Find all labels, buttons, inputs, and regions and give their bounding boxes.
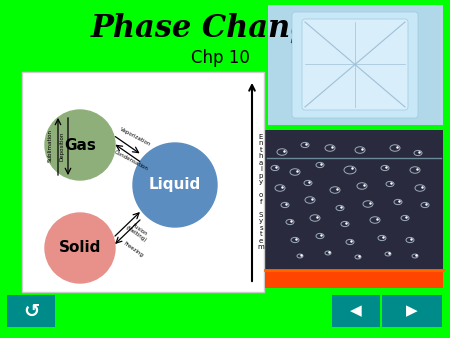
FancyBboxPatch shape [22,72,264,292]
Text: ↺: ↺ [23,301,39,320]
Text: ▶: ▶ [406,304,418,318]
FancyBboxPatch shape [292,12,418,118]
Text: Vaporization: Vaporization [119,127,152,147]
Circle shape [133,143,217,227]
Text: ◀: ◀ [350,304,362,318]
Circle shape [45,110,115,180]
FancyBboxPatch shape [382,295,442,327]
Text: Fusion
(Melting): Fusion (Melting) [124,221,151,243]
FancyBboxPatch shape [265,270,443,288]
Text: Deposition: Deposition [59,131,64,161]
Text: Gas: Gas [64,138,96,152]
FancyBboxPatch shape [7,295,55,327]
Text: Solid: Solid [59,241,101,256]
FancyBboxPatch shape [268,5,443,125]
Text: Sublimation: Sublimation [48,129,53,163]
Text: Freezing: Freezing [123,241,144,259]
Text: Phase Changes: Phase Changes [91,13,349,44]
FancyBboxPatch shape [302,19,408,110]
Text: E
n
t
h
a
l
p
y
 
o
f
 
S
y
s
t
e
m: E n t h a l p y o f S y s t e m [257,134,265,250]
FancyBboxPatch shape [332,295,380,327]
Text: Chp 10: Chp 10 [190,49,249,67]
Circle shape [45,213,115,283]
Text: Condensation: Condensation [113,150,149,172]
Text: Liquid: Liquid [149,177,201,193]
FancyBboxPatch shape [265,130,443,288]
